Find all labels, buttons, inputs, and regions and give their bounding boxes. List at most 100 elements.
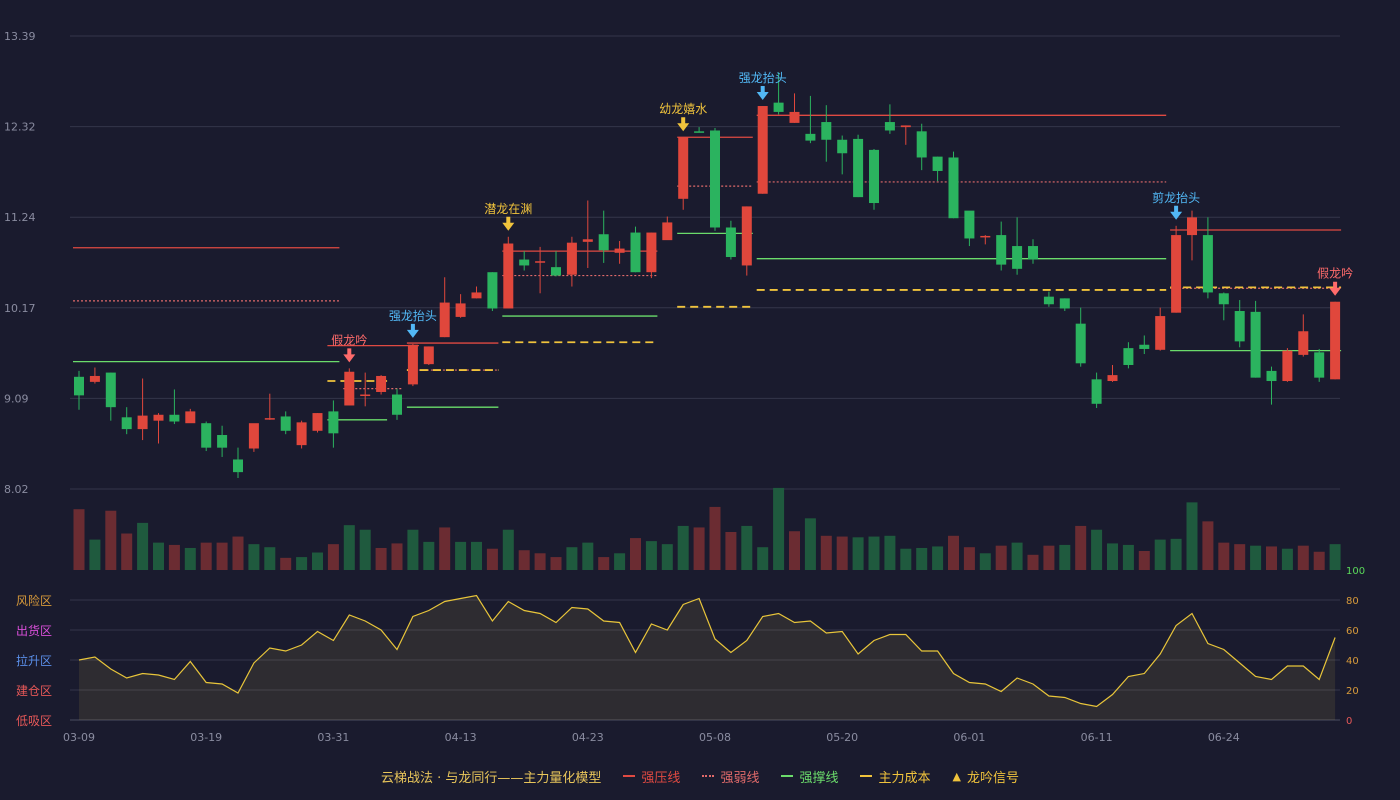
volume-bar (1218, 542, 1230, 570)
volume-bar (1107, 543, 1118, 570)
signal-label: 假龙吟 (331, 332, 367, 347)
candle-body (185, 411, 196, 424)
candle-body (296, 422, 307, 446)
volume-bar (693, 527, 705, 570)
date-tick-label: 06-11 (1081, 731, 1113, 744)
candle-body (423, 346, 434, 365)
signal-label: 幼龙嬉水 (659, 102, 707, 116)
candle-body (869, 149, 879, 204)
volume-bar (359, 529, 371, 570)
candle-body (471, 292, 482, 299)
legend-item-cost[interactable]: 主力成本 (860, 767, 930, 786)
volume-bar (979, 553, 991, 570)
candle-body (1075, 323, 1086, 364)
candle-body (503, 243, 514, 309)
signal-arrow-icon (406, 323, 419, 338)
volume-bar (264, 547, 276, 570)
osc-line (78, 594, 1336, 708)
triangle-icon: ▲ (952, 769, 961, 783)
candle-body (407, 344, 418, 385)
legend-item-weak[interactable]: 强弱线 (702, 767, 759, 786)
osc-tick-label: 40 (1346, 656, 1359, 667)
price-grid (70, 35, 1340, 490)
volume-bar (137, 522, 149, 570)
signal-arrow-icon (1329, 281, 1342, 296)
volume-bar (200, 542, 212, 570)
candle-body (1250, 311, 1261, 378)
volume-bar (391, 543, 403, 570)
candle-body (1314, 352, 1325, 378)
volume-bar (1059, 544, 1071, 570)
volume-bar (518, 550, 530, 570)
candle-body (74, 376, 84, 396)
candle-body (773, 102, 784, 112)
volume-bar (582, 542, 594, 570)
candle-body (312, 413, 323, 431)
legend-item-support[interactable]: 强撑线 (781, 767, 838, 786)
volume-bar (486, 548, 498, 570)
candle-body (1266, 370, 1277, 382)
candle-body (821, 122, 832, 140)
volume-bar (1154, 539, 1166, 570)
candle-body (280, 416, 291, 431)
indicator-lines (73, 114, 1342, 421)
volume-bar (216, 542, 228, 570)
candle-body (1330, 301, 1341, 380)
price-tick-label: 12.32 (4, 121, 36, 134)
date-tick-label: 06-24 (1208, 731, 1240, 744)
candle-body (884, 122, 895, 131)
volume-bar (375, 547, 387, 570)
volume-bar (773, 487, 785, 570)
volume-bar (73, 509, 85, 570)
volume-bar (502, 529, 514, 570)
candle-body (837, 139, 848, 154)
volume-bar (343, 525, 355, 570)
candle-body (916, 131, 927, 158)
signal-label: 强龙抬头 (389, 309, 437, 323)
volume-bar (948, 535, 959, 570)
volume-bar (900, 548, 912, 570)
candle-body (932, 156, 943, 171)
candle-body (1139, 344, 1150, 349)
candle-body (153, 414, 164, 421)
signal-arrow-icon (1170, 205, 1183, 220)
osc-tick-label: 20 (1346, 686, 1359, 697)
volume-bar (1138, 551, 1150, 570)
legend-item-signal[interactable]: ▲ 龙吟信号 (952, 769, 1019, 786)
price-tick-label: 13.39 (4, 30, 36, 43)
osc-tick-label: 60 (1346, 626, 1359, 637)
volume-bar (1075, 525, 1087, 570)
candle-body (535, 261, 546, 263)
volume-bar (677, 525, 689, 570)
volume-bar (1186, 502, 1198, 570)
candle-body (121, 417, 132, 430)
candle-body (614, 248, 625, 253)
volume-bar (312, 552, 323, 570)
volume-bar (455, 541, 467, 570)
candle-body (328, 411, 339, 434)
volume-bar (789, 531, 800, 570)
signal-arrow-icon (343, 348, 356, 363)
volume-bar (725, 532, 737, 570)
candle-body (678, 137, 689, 199)
candle-body (89, 375, 100, 382)
candle-body (996, 235, 1007, 265)
volume-bar (1043, 545, 1055, 570)
candle-body (1218, 293, 1229, 305)
candle-body (948, 157, 959, 219)
volume-bar (1313, 551, 1325, 570)
volume-bar (836, 536, 848, 570)
candle-body (725, 227, 736, 258)
price-tick-label: 8.02 (4, 483, 29, 496)
volume-bar (884, 535, 896, 570)
candle-body (853, 138, 864, 198)
volume-bar (1266, 546, 1277, 570)
volume-bar (439, 527, 451, 570)
candle-body (1123, 348, 1134, 365)
zone-label: 出货区 (16, 623, 52, 638)
legend-item-pressure[interactable]: 强压线 (623, 767, 680, 786)
volume-bar (1281, 548, 1293, 570)
candle-body (900, 125, 911, 128)
